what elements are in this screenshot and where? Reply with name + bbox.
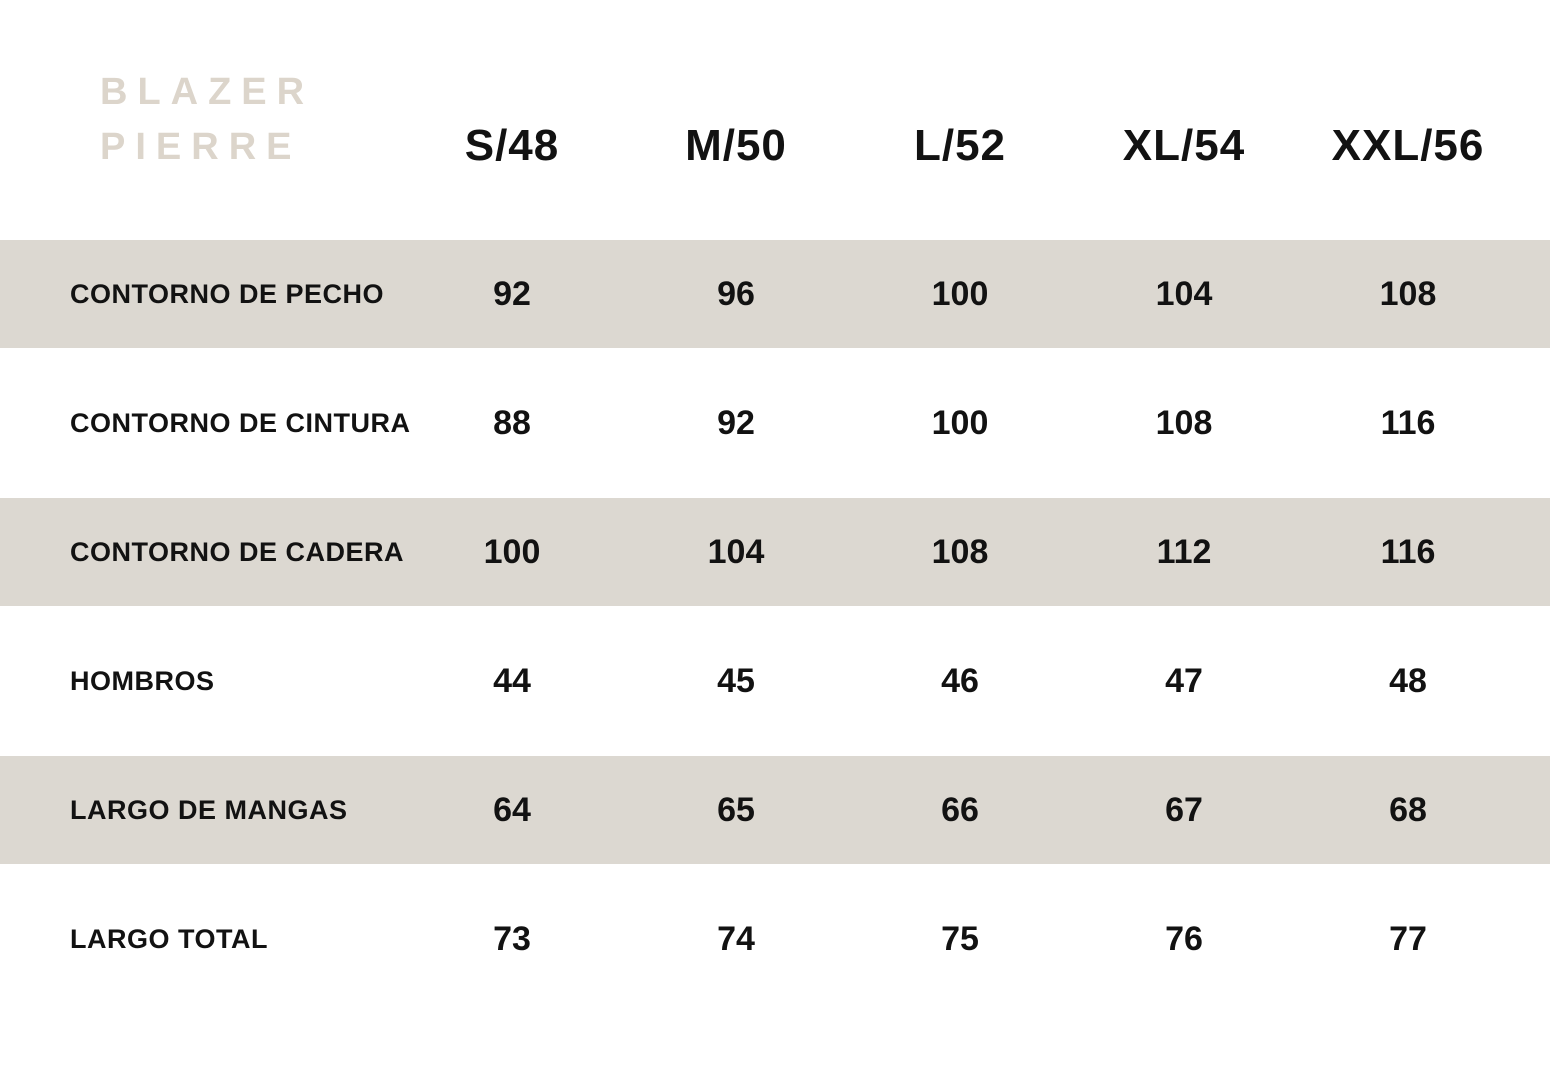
- cell-value: 108: [1155, 403, 1213, 442]
- product-title-line1: BLAZER: [100, 70, 315, 113]
- table-row-largo-de-mangas: LARGO DE MANGAS 64 65 66 67 68: [0, 756, 1550, 864]
- row-label: CONTORNO DE CADERA: [70, 536, 405, 567]
- row-label: LARGO DE MANGAS: [70, 794, 348, 825]
- table-row-contorno-de-cadera: CONTORNO DE CADERA 100 104 108 112 116: [0, 498, 1550, 606]
- table-row-hombros: HOMBROS 44 45 46 47 48: [0, 606, 1550, 756]
- cell-value: 100: [931, 274, 989, 313]
- header-row: BLAZER PIERRE S/48 M/50 L/52 XL/54 XXL/5…: [0, 0, 1550, 240]
- cell-value: 44: [493, 661, 531, 700]
- cell-value: 66: [941, 790, 979, 829]
- cell-value: 64: [493, 790, 531, 829]
- cell-value: 77: [1389, 919, 1427, 958]
- cell-value: 96: [717, 274, 755, 313]
- product-title-line2: PIERRE: [100, 126, 302, 168]
- column-header-xl54: XL/54: [1122, 121, 1246, 170]
- column-header-m50: M/50: [685, 121, 787, 170]
- row-label: LARGO TOTAL: [70, 923, 268, 954]
- cell-value: 100: [931, 403, 989, 442]
- cell-value: 65: [717, 790, 755, 829]
- cell-value: 104: [1155, 274, 1213, 313]
- table-row-contorno-de-pecho: CONTORNO DE PECHO 92 96 100 104 108: [0, 240, 1550, 348]
- cell-value: 73: [493, 919, 531, 958]
- cell-value: 116: [1380, 532, 1436, 571]
- cell-value: 116: [1380, 403, 1436, 442]
- cell-value: 48: [1389, 661, 1427, 700]
- column-header-l52: L/52: [913, 121, 1007, 170]
- row-label: CONTORNO DE CINTURA: [70, 407, 411, 438]
- cell-value: 67: [1165, 790, 1203, 829]
- cell-value: 92: [717, 403, 755, 442]
- cell-value: 68: [1389, 790, 1427, 829]
- cell-value: 47: [1165, 661, 1203, 700]
- table-row-contorno-de-cintura: CONTORNO DE CINTURA 88 92 100 108 116: [0, 348, 1550, 498]
- row-label: HOMBROS: [70, 665, 215, 696]
- cell-value: 46: [941, 661, 979, 700]
- cell-value: 76: [1165, 919, 1203, 958]
- cell-value: 75: [941, 919, 979, 958]
- cell-value: 108: [931, 532, 989, 571]
- cell-value: 104: [707, 532, 765, 571]
- column-header-s48: S/48: [464, 121, 560, 170]
- table-row-largo-total: LARGO TOTAL 73 74 75 76 77: [0, 864, 1550, 1014]
- row-label: CONTORNO DE PECHO: [70, 278, 385, 309]
- product-title: BLAZER PIERRE: [0, 65, 400, 175]
- cell-value: 74: [717, 919, 755, 958]
- cell-value: 88: [493, 403, 531, 442]
- cell-value: 100: [483, 532, 541, 571]
- cell-value: 112: [1156, 532, 1212, 571]
- column-header-xxl56: XXL/56: [1331, 121, 1485, 170]
- cell-value: 108: [1379, 274, 1437, 313]
- cell-value: 45: [717, 661, 755, 700]
- cell-value: 92: [493, 274, 531, 313]
